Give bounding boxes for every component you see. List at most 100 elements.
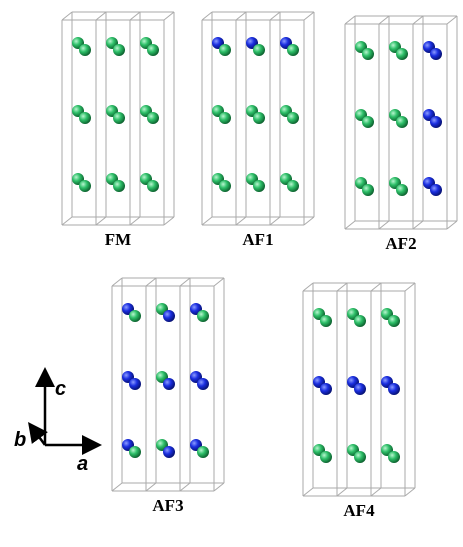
cell-edge [164, 12, 174, 20]
cell-edge [371, 488, 381, 496]
cell-edge [96, 12, 106, 20]
atom [388, 383, 400, 395]
cell-edge [379, 221, 389, 229]
atom [219, 180, 231, 192]
cell-edge [413, 221, 423, 229]
atom [362, 48, 374, 60]
atom [129, 446, 141, 458]
atom [388, 451, 400, 463]
atom [79, 44, 91, 56]
atom [163, 310, 175, 322]
cell-edge [130, 217, 140, 225]
cell-edge [112, 483, 122, 491]
panel-label: FM [105, 230, 131, 249]
cell-edge [96, 217, 106, 225]
cell-edge [270, 217, 280, 225]
cell-edge [345, 16, 355, 24]
cell-edge [214, 278, 224, 286]
atom [197, 378, 209, 390]
atom [388, 315, 400, 327]
cell-edge [379, 16, 389, 24]
cell-edge [62, 217, 72, 225]
atom [253, 44, 265, 56]
cell-edge [447, 16, 457, 24]
atom [219, 44, 231, 56]
structure-panel: AF3 [112, 278, 224, 515]
atom [219, 112, 231, 124]
atom [197, 310, 209, 322]
structure-panel: AF2 [345, 16, 457, 253]
atom [197, 446, 209, 458]
cell-edge [112, 278, 122, 286]
structure-panel: AF1 [202, 12, 314, 249]
atom [362, 184, 374, 196]
atom [354, 451, 366, 463]
cell-edge [345, 221, 355, 229]
atom [163, 378, 175, 390]
cell-edge [130, 12, 140, 20]
panel-label: AF2 [385, 234, 416, 253]
atom [147, 180, 159, 192]
atom [320, 315, 332, 327]
a-label: a [77, 453, 88, 475]
atom [287, 44, 299, 56]
atom [129, 310, 141, 322]
cell-edge [337, 283, 347, 291]
atom [253, 112, 265, 124]
cell-edge [303, 283, 313, 291]
atom [362, 116, 374, 128]
atom [147, 112, 159, 124]
cell-edge [413, 16, 423, 24]
cell-edge [304, 12, 314, 20]
panel-label: AF1 [242, 230, 273, 249]
structure-panel: FM [62, 12, 174, 249]
cell-edge [270, 12, 280, 20]
atom [354, 383, 366, 395]
atom [396, 184, 408, 196]
atom [79, 180, 91, 192]
cell-edge [180, 278, 190, 286]
atom [320, 451, 332, 463]
cell-edge [236, 217, 246, 225]
cell-edge [236, 12, 246, 20]
atom [113, 44, 125, 56]
atom [253, 180, 265, 192]
atom [396, 48, 408, 60]
atom [320, 383, 332, 395]
cell-edge [304, 217, 314, 225]
atom [113, 180, 125, 192]
atom [430, 116, 442, 128]
atom [163, 446, 175, 458]
c-label: c [55, 378, 66, 400]
cell-edge [447, 221, 457, 229]
cell-edge [303, 488, 313, 496]
figure: FM AF1 AF2 AF3 AF4 c b a [0, 0, 463, 547]
atom [79, 112, 91, 124]
cell-edge [146, 278, 156, 286]
cell-edge [202, 12, 212, 20]
atom [147, 44, 159, 56]
cell-edge [164, 217, 174, 225]
atom [287, 180, 299, 192]
cell-edge [202, 217, 212, 225]
axes-indicator: c b a [14, 372, 97, 475]
panels: FM AF1 AF2 AF3 AF4 [62, 12, 457, 520]
atom [396, 116, 408, 128]
cell-edge [371, 283, 381, 291]
atom [113, 112, 125, 124]
atom [430, 184, 442, 196]
cell-edge [180, 483, 190, 491]
atom [354, 315, 366, 327]
cell-edge [405, 488, 415, 496]
b-label: b [14, 429, 26, 451]
cell-edge [405, 283, 415, 291]
b-arrow [31, 426, 45, 445]
cell-edge [62, 12, 72, 20]
atom [287, 112, 299, 124]
panel-label: AF3 [152, 496, 183, 515]
cell-edge [146, 483, 156, 491]
panel-label: AF4 [343, 501, 375, 520]
atom [129, 378, 141, 390]
cell-edge [337, 488, 347, 496]
cell-edge [214, 483, 224, 491]
